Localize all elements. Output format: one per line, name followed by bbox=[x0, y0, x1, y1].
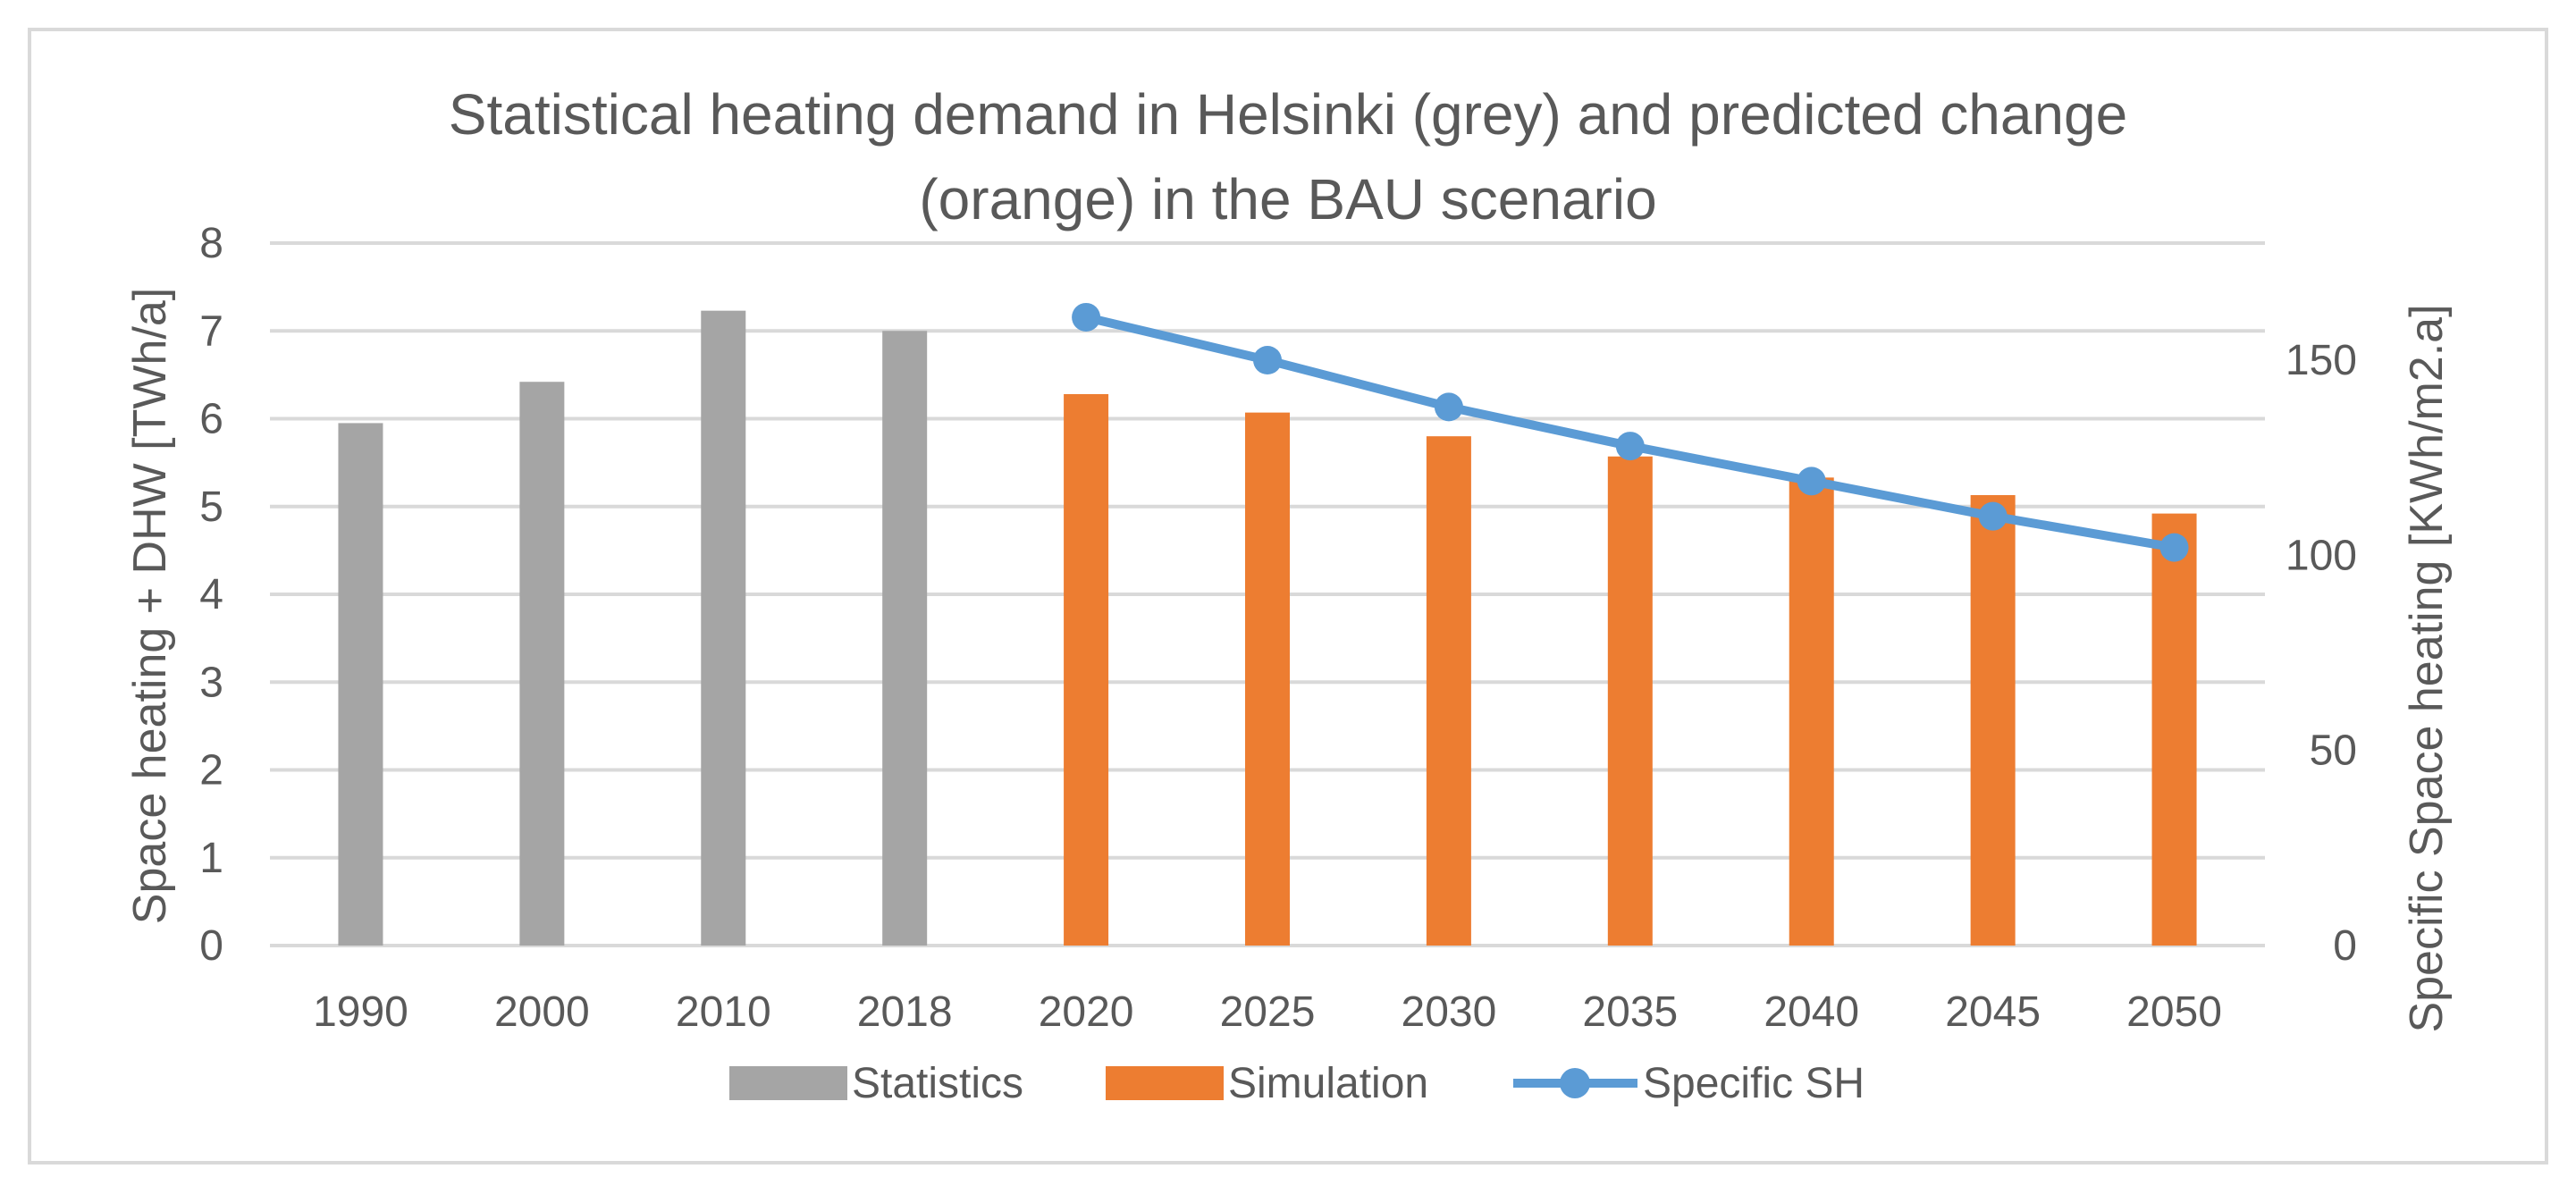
specific-sh-point-2035 bbox=[1615, 432, 1645, 461]
x-tick-label-2018: 2018 bbox=[857, 988, 953, 1036]
bar-simulation-2020 bbox=[1064, 393, 1109, 946]
legend-swatch-simulation bbox=[1106, 1066, 1224, 1100]
specific-sh-line-group bbox=[1072, 302, 2189, 562]
bars bbox=[338, 310, 2197, 946]
x-tick-label-2000: 2000 bbox=[494, 988, 590, 1036]
x-tick-label-2025: 2025 bbox=[1220, 988, 1316, 1036]
legend-swatch-specific-sh-marker bbox=[1560, 1068, 1590, 1098]
y-axis-title: Space heating + DHW [TWh/a] bbox=[124, 288, 176, 924]
bar-simulation-2045 bbox=[1970, 494, 2016, 946]
axes: 0 1 2 3 4 5 6 7 8 0 50 100 150 1990 2000 2010 2018 2020 20… bbox=[199, 220, 2357, 1036]
y2-tick-label-0: 0 bbox=[2333, 922, 2357, 970]
y-tick-label-4: 4 bbox=[199, 571, 223, 618]
y-tick-label-7: 7 bbox=[199, 307, 223, 355]
bar-simulation-2050 bbox=[2151, 513, 2197, 946]
bar-statistics-2010 bbox=[701, 310, 746, 946]
specific-sh-point-2040 bbox=[1797, 467, 1826, 496]
x-tick-label-2035: 2035 bbox=[1582, 988, 1678, 1036]
x-tick-label-2045: 2045 bbox=[1945, 988, 2041, 1036]
x-tick-label-2010: 2010 bbox=[676, 988, 771, 1036]
bar-simulation-2030 bbox=[1426, 436, 1471, 946]
x-tick-label-2020: 2020 bbox=[1039, 988, 1134, 1036]
y2-tick-label-150: 150 bbox=[2286, 337, 2357, 384]
bar-statistics-1990 bbox=[338, 423, 383, 946]
y-tick-label-0: 0 bbox=[199, 922, 223, 970]
y-tick-label-1: 1 bbox=[199, 835, 223, 882]
y-tick-label-5: 5 bbox=[199, 483, 223, 531]
bar-statistics-2018 bbox=[882, 331, 928, 946]
x-tick-label-2040: 2040 bbox=[1764, 988, 1859, 1036]
y-tick-label-2: 2 bbox=[199, 747, 223, 795]
x-tick-label-1990: 1990 bbox=[313, 988, 408, 1036]
y-tick-label-3: 3 bbox=[199, 659, 223, 706]
legend-label-simulation: Simulation bbox=[1228, 1060, 1428, 1107]
legend-swatch-statistics bbox=[729, 1066, 847, 1100]
bar-simulation-2035 bbox=[1607, 456, 1653, 946]
legend-label-statistics: Statistics bbox=[852, 1060, 1023, 1107]
bar-simulation-2025 bbox=[1245, 412, 1290, 946]
y-tick-label-8: 8 bbox=[199, 220, 223, 267]
y-tick-label-6: 6 bbox=[199, 396, 223, 443]
specific-sh-point-2050 bbox=[2159, 533, 2189, 562]
specific-sh-point-2030 bbox=[1434, 392, 1463, 422]
specific-sh-point-2025 bbox=[1253, 346, 1282, 374]
bar-simulation-2040 bbox=[1789, 477, 1834, 946]
specific-sh-point-2020 bbox=[1072, 302, 1101, 332]
legend: Statistics Simulation Specific SH bbox=[729, 1060, 1865, 1107]
chart-title-line-2: (orange) in the BAU scenario bbox=[919, 167, 1656, 231]
specific-sh-point-2045 bbox=[1978, 501, 2008, 531]
x-tick-label-2030: 2030 bbox=[1402, 988, 1497, 1036]
chart-title-line-1: Statistical heating demand in Helsinki (… bbox=[449, 82, 2127, 147]
y2-tick-label-50: 50 bbox=[2310, 727, 2357, 775]
legend-label-specific-sh: Specific SH bbox=[1643, 1060, 1865, 1107]
y2-tick-label-100: 100 bbox=[2286, 532, 2357, 579]
x-tick-label-2050: 2050 bbox=[2126, 988, 2222, 1036]
y2-axis-title: Specific Space heating [KWh/m2.a] bbox=[2401, 304, 2453, 1032]
bar-statistics-2000 bbox=[519, 382, 565, 946]
